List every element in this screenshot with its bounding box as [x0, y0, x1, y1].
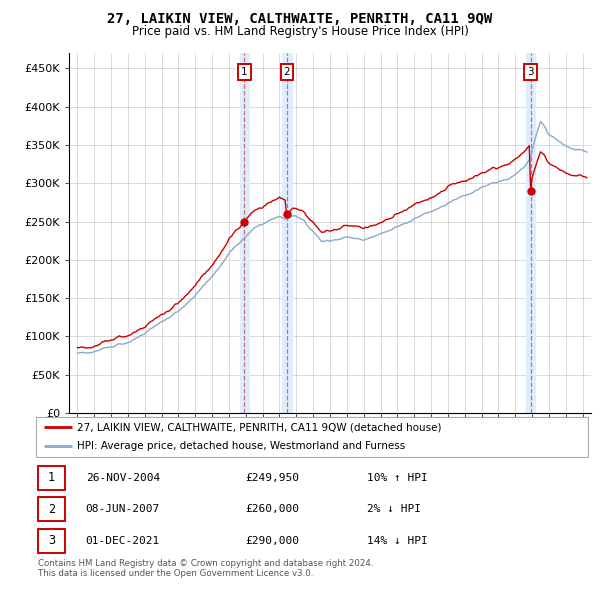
- Text: 2: 2: [284, 67, 290, 77]
- Text: 27, LAIKIN VIEW, CALTHWAITE, PENRITH, CA11 9QW: 27, LAIKIN VIEW, CALTHWAITE, PENRITH, CA…: [107, 12, 493, 26]
- Text: 1: 1: [241, 67, 248, 77]
- Bar: [240, 53, 249, 413]
- Bar: [282, 53, 292, 413]
- Bar: [526, 53, 535, 413]
- Text: 3: 3: [527, 67, 534, 77]
- Text: £260,000: £260,000: [246, 504, 300, 514]
- Text: £290,000: £290,000: [246, 536, 300, 546]
- FancyBboxPatch shape: [38, 466, 65, 490]
- Text: 27, LAIKIN VIEW, CALTHWAITE, PENRITH, CA11 9QW (detached house): 27, LAIKIN VIEW, CALTHWAITE, PENRITH, CA…: [77, 422, 442, 432]
- Text: 26-NOV-2004: 26-NOV-2004: [86, 473, 160, 483]
- FancyBboxPatch shape: [38, 529, 65, 553]
- Text: 14% ↓ HPI: 14% ↓ HPI: [367, 536, 428, 546]
- Text: HPI: Average price, detached house, Westmorland and Furness: HPI: Average price, detached house, West…: [77, 441, 406, 451]
- Text: £249,950: £249,950: [246, 473, 300, 483]
- FancyBboxPatch shape: [38, 497, 65, 521]
- Text: 01-DEC-2021: 01-DEC-2021: [86, 536, 160, 546]
- Text: 2% ↓ HPI: 2% ↓ HPI: [367, 504, 421, 514]
- Text: Contains HM Land Registry data © Crown copyright and database right 2024.
This d: Contains HM Land Registry data © Crown c…: [38, 559, 373, 578]
- Text: 10% ↑ HPI: 10% ↑ HPI: [367, 473, 428, 483]
- Text: 08-JUN-2007: 08-JUN-2007: [86, 504, 160, 514]
- Text: Price paid vs. HM Land Registry's House Price Index (HPI): Price paid vs. HM Land Registry's House …: [131, 25, 469, 38]
- Text: 1: 1: [48, 471, 55, 484]
- Text: 3: 3: [48, 534, 55, 547]
- Text: 2: 2: [48, 503, 55, 516]
